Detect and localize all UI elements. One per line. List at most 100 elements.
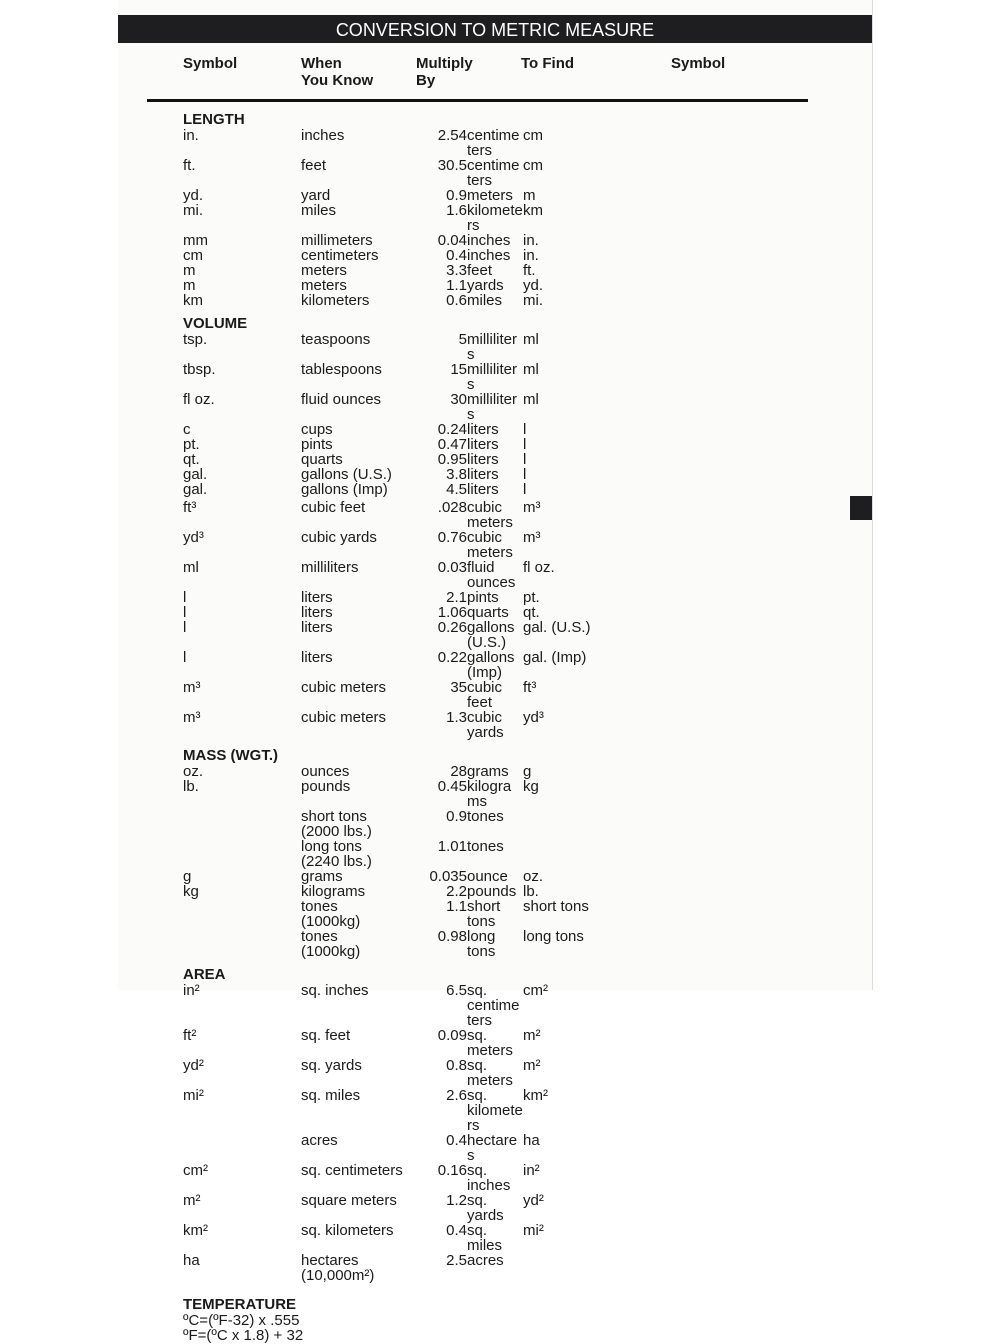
cell-multiply-by: .028 xyxy=(437,499,467,516)
cell-to-find: sq. inches xyxy=(467,1162,511,1194)
cell-when-you-know: tones (1000kg) xyxy=(301,898,361,930)
cell-to-find: milliliters xyxy=(467,331,517,363)
cell-multiply-by: 0.4 xyxy=(446,247,467,264)
cell-symbol: mi² xyxy=(183,1087,204,1104)
cell-multiply-by: 5 xyxy=(458,331,467,348)
cell-multiply-by: 1.2 xyxy=(446,1192,467,1209)
cell-when-you-know: centimeters xyxy=(301,247,379,264)
formula-c-to-f: ºF=(ºC x 1.8) + 32 xyxy=(183,1327,304,1344)
cell-result-symbol: qt. xyxy=(523,604,540,621)
cell-to-find: miles xyxy=(467,292,503,309)
section-title: MASS (WGT.) xyxy=(183,747,278,764)
table-row: cm² sq. centimeters 0.16 sq. inches in² xyxy=(183,1163,823,1193)
cell-symbol: cm² xyxy=(183,1162,208,1179)
section-title: AREA xyxy=(183,966,226,983)
cell-to-find: cubic feet xyxy=(467,679,503,711)
cell-multiply-by: 30 xyxy=(450,391,467,408)
cell-symbol: gal. xyxy=(183,481,208,498)
header-multiply-by: Multiply By xyxy=(416,55,473,89)
cell-when-you-know: grams xyxy=(301,868,343,885)
cell-when-you-know: cubic meters xyxy=(301,709,387,726)
cell-symbol xyxy=(183,839,301,869)
cell-result-symbol: fl oz. xyxy=(523,559,555,576)
cell-when-you-know: milliliters xyxy=(301,559,359,576)
cell-to-find: gallons (U.S.) xyxy=(467,619,515,651)
cell-to-find: inches xyxy=(467,232,511,249)
cell-result-symbol: cm xyxy=(523,127,543,144)
cell-when-you-know: cups xyxy=(301,421,333,438)
table-row: l liters 0.22 gallons (Imp) gal. (Imp) xyxy=(183,650,823,680)
cell-result-symbol: gal. (Imp) xyxy=(523,649,587,666)
cell-to-find: fluid ounces xyxy=(467,559,516,591)
cell-symbol: l xyxy=(183,589,187,606)
table-row: fl oz. fluid ounces 30 milliliters ml xyxy=(183,392,823,422)
cell-when-you-know: liters xyxy=(301,604,333,621)
cell-result-symbol: km² xyxy=(523,1087,548,1104)
cell-when-you-know: acres xyxy=(301,1132,338,1149)
table-row: ha hectares (10,000m²) 2.5 acres xyxy=(183,1253,823,1283)
cell-symbol: ft³ xyxy=(183,499,197,516)
table-row: mm millimeters 0.04 inches in. xyxy=(183,233,823,248)
cell-multiply-by: 1.1 xyxy=(446,277,467,294)
cell-to-find: ounce xyxy=(467,868,508,885)
cell-result-symbol: g xyxy=(523,763,532,780)
cell-symbol: gal. xyxy=(183,466,208,483)
cell-to-find: milliliters xyxy=(467,391,517,423)
cell-when-you-know: cubic meters xyxy=(301,679,387,696)
cell-to-find: liters xyxy=(467,421,499,438)
table-row: g grams 0.035 ounce oz. xyxy=(183,869,823,884)
cell-result-symbol: l xyxy=(523,466,527,483)
cell-to-find: kilometers xyxy=(467,202,523,234)
section-length: LENGTH in. inches 2.54 centimeters cm ft. feet 3… xyxy=(183,112,823,309)
cell-when-you-know: kilograms xyxy=(301,883,366,900)
cell-to-find: liters xyxy=(467,436,499,453)
cell-result-symbol: ml xyxy=(523,391,539,408)
cell-to-find: short tons xyxy=(467,898,501,930)
cell-multiply-by: 0.035 xyxy=(429,868,467,885)
table-row: pt. pints 0.47 liters l xyxy=(183,437,823,452)
cell-to-find: cubic meters xyxy=(467,529,513,561)
table-row: yd² sq. yards 0.8 sq. meters m² xyxy=(183,1058,823,1088)
cell-result-symbol: ha xyxy=(523,1132,540,1149)
cell-result-symbol: ft. xyxy=(523,262,536,279)
cell-symbol: tsp. xyxy=(183,331,208,348)
cell-to-find: sq. meters xyxy=(467,1027,513,1059)
cell-result-symbol: l xyxy=(523,421,527,438)
cell-to-find: pounds xyxy=(467,883,517,900)
cell-symbol: m xyxy=(183,262,196,279)
cell-symbol: km xyxy=(183,292,203,309)
cell-result-symbol: in. xyxy=(523,247,539,264)
table-row: short tons (2000 lbs.) 0.9 tones xyxy=(183,809,823,839)
cell-multiply-by: 0.16 xyxy=(437,1162,467,1179)
cell-multiply-by: 1.6 xyxy=(446,202,467,219)
table-row: ft. feet 30.5 centimeters cm xyxy=(183,158,823,188)
cell-to-find: centimeters xyxy=(467,127,520,159)
header-to-find: To Find xyxy=(521,55,575,72)
conversion-table: LENGTH in. inches 2.54 centimeters cm ft. feet 3… xyxy=(183,112,823,1344)
cell-symbol: g xyxy=(183,868,192,885)
cell-result-symbol: l xyxy=(523,481,527,498)
cell-multiply-by: 1.06 xyxy=(437,604,467,621)
cell-multiply-by: 0.8 xyxy=(446,1057,467,1074)
cell-to-find: grams xyxy=(467,763,509,780)
cell-to-find: acres xyxy=(467,1252,504,1269)
cell-symbol: c xyxy=(183,421,191,438)
cell-result-symbol xyxy=(523,839,692,869)
table-row: mi² sq. miles 2.6 sq. kilometers km² xyxy=(183,1088,823,1133)
cell-when-you-know: quarts xyxy=(301,451,343,468)
table-row: gal. gallons (U.S.) 3.8 liters l xyxy=(183,467,823,482)
cell-symbol xyxy=(183,899,301,929)
cell-result-symbol: m² xyxy=(523,1027,541,1044)
cell-symbol: ml xyxy=(183,559,199,576)
cell-multiply-by: 0.09 xyxy=(437,1027,467,1044)
table-row: km kilometers 0.6 miles mi. xyxy=(183,293,823,308)
cell-symbol: in. xyxy=(183,127,199,144)
cell-when-you-know: feet xyxy=(301,157,327,174)
cell-to-find: meters xyxy=(467,187,513,204)
cell-symbol: yd. xyxy=(183,187,204,204)
table-row: m² square meters 1.2 sq. yards yd² xyxy=(183,1193,823,1223)
cell-symbol: ft. xyxy=(183,157,196,174)
table-row: m³ cubic meters 35 cubic feet ft³ xyxy=(183,680,823,710)
table-row: ml milliliters 0.03 fluid ounces fl oz. xyxy=(183,560,823,590)
cell-result-symbol: kg xyxy=(523,778,539,795)
